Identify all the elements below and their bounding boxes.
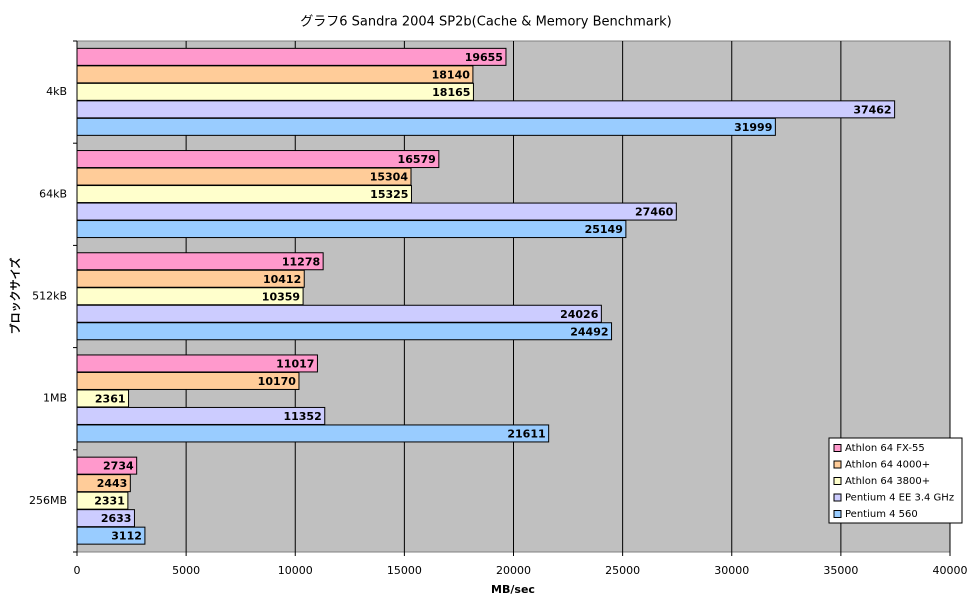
bar — [76, 220, 627, 239]
value-label: 10412 — [263, 273, 301, 286]
legend-swatch — [833, 477, 842, 485]
y-tick-label: 4kB — [46, 85, 67, 98]
value-label: 24492 — [570, 325, 608, 338]
value-label: 10170 — [258, 375, 297, 388]
value-label: 27460 — [635, 206, 674, 219]
x-tick-label: 35000 — [823, 564, 858, 577]
y-tick-label: 1MB — [43, 392, 67, 405]
bar — [76, 150, 440, 169]
x-tick-label: 25000 — [605, 564, 640, 577]
y-axis-label: ブロックサイズ — [8, 258, 22, 335]
value-label: 18165 — [432, 86, 470, 99]
value-label: 21611 — [507, 427, 545, 440]
value-label: 24026 — [560, 308, 599, 321]
legend-label: Athlon 64 4000+ — [845, 460, 930, 471]
legend: Athlon 64 FX-55 Athlon 64 4000+ Athlon 64 … — [828, 437, 963, 524]
legend-label: Athlon 64 3800+ — [845, 476, 930, 487]
value-label: 25149 — [585, 223, 623, 236]
legend-swatch — [833, 444, 842, 452]
bar — [76, 185, 412, 204]
bar — [76, 202, 677, 221]
bar — [76, 526, 146, 545]
legend-swatch — [833, 460, 842, 469]
value-label: 2331 — [94, 495, 125, 508]
value-label: 3112 — [111, 530, 142, 543]
bar — [76, 322, 613, 341]
chart-title: グラフ6 Sandra 2004 SP2b(Cache & Memory Ben… — [300, 15, 671, 30]
x-axis-label: MB/sec — [491, 583, 535, 596]
bar — [76, 491, 129, 510]
value-label: 16579 — [398, 153, 436, 166]
bar — [76, 82, 474, 101]
value-label: 11352 — [283, 410, 321, 423]
value-label: 10359 — [262, 290, 300, 303]
legend-label: Pentium 4 560 — [845, 509, 918, 520]
x-tick-label: 20000 — [496, 564, 531, 577]
legend-label: Athlon 64 FX-55 — [845, 443, 925, 454]
x-tick-label: 15000 — [387, 564, 422, 577]
bar — [76, 167, 412, 186]
value-label: 2361 — [95, 392, 126, 405]
x-tick-label: 0 — [74, 564, 81, 577]
bar — [76, 117, 776, 136]
bar — [76, 47, 507, 66]
y-tick-label: 256MB — [29, 494, 67, 507]
x-tick-label: 5000 — [172, 564, 200, 577]
value-label: 37462 — [853, 103, 891, 116]
value-label: 2633 — [101, 512, 132, 525]
value-label: 31999 — [734, 121, 772, 134]
value-label: 11017 — [276, 357, 314, 370]
bar — [76, 371, 300, 390]
value-label: 18140 — [432, 68, 471, 81]
x-tick-label: 40000 — [933, 564, 968, 577]
bar — [76, 424, 550, 443]
x-tick-label: 30000 — [714, 564, 749, 577]
value-label: 15325 — [370, 188, 408, 201]
legend-swatch — [833, 493, 842, 502]
legend-swatch — [833, 510, 842, 518]
value-label: 15304 — [370, 171, 409, 184]
value-label: 2443 — [97, 477, 128, 490]
value-label: 19655 — [465, 51, 503, 64]
x-tick-label: 10000 — [278, 564, 313, 577]
value-label: 11278 — [282, 255, 320, 268]
value-label: 2734 — [103, 460, 134, 473]
bar — [76, 304, 602, 323]
bar — [76, 65, 474, 84]
legend-box — [828, 437, 963, 524]
y-tick-label: 512kB — [32, 290, 67, 303]
bar — [76, 100, 896, 119]
legend-label: Pentium 4 EE 3.4 GHz — [845, 493, 954, 504]
y-tick-label: 64kB — [39, 187, 67, 200]
